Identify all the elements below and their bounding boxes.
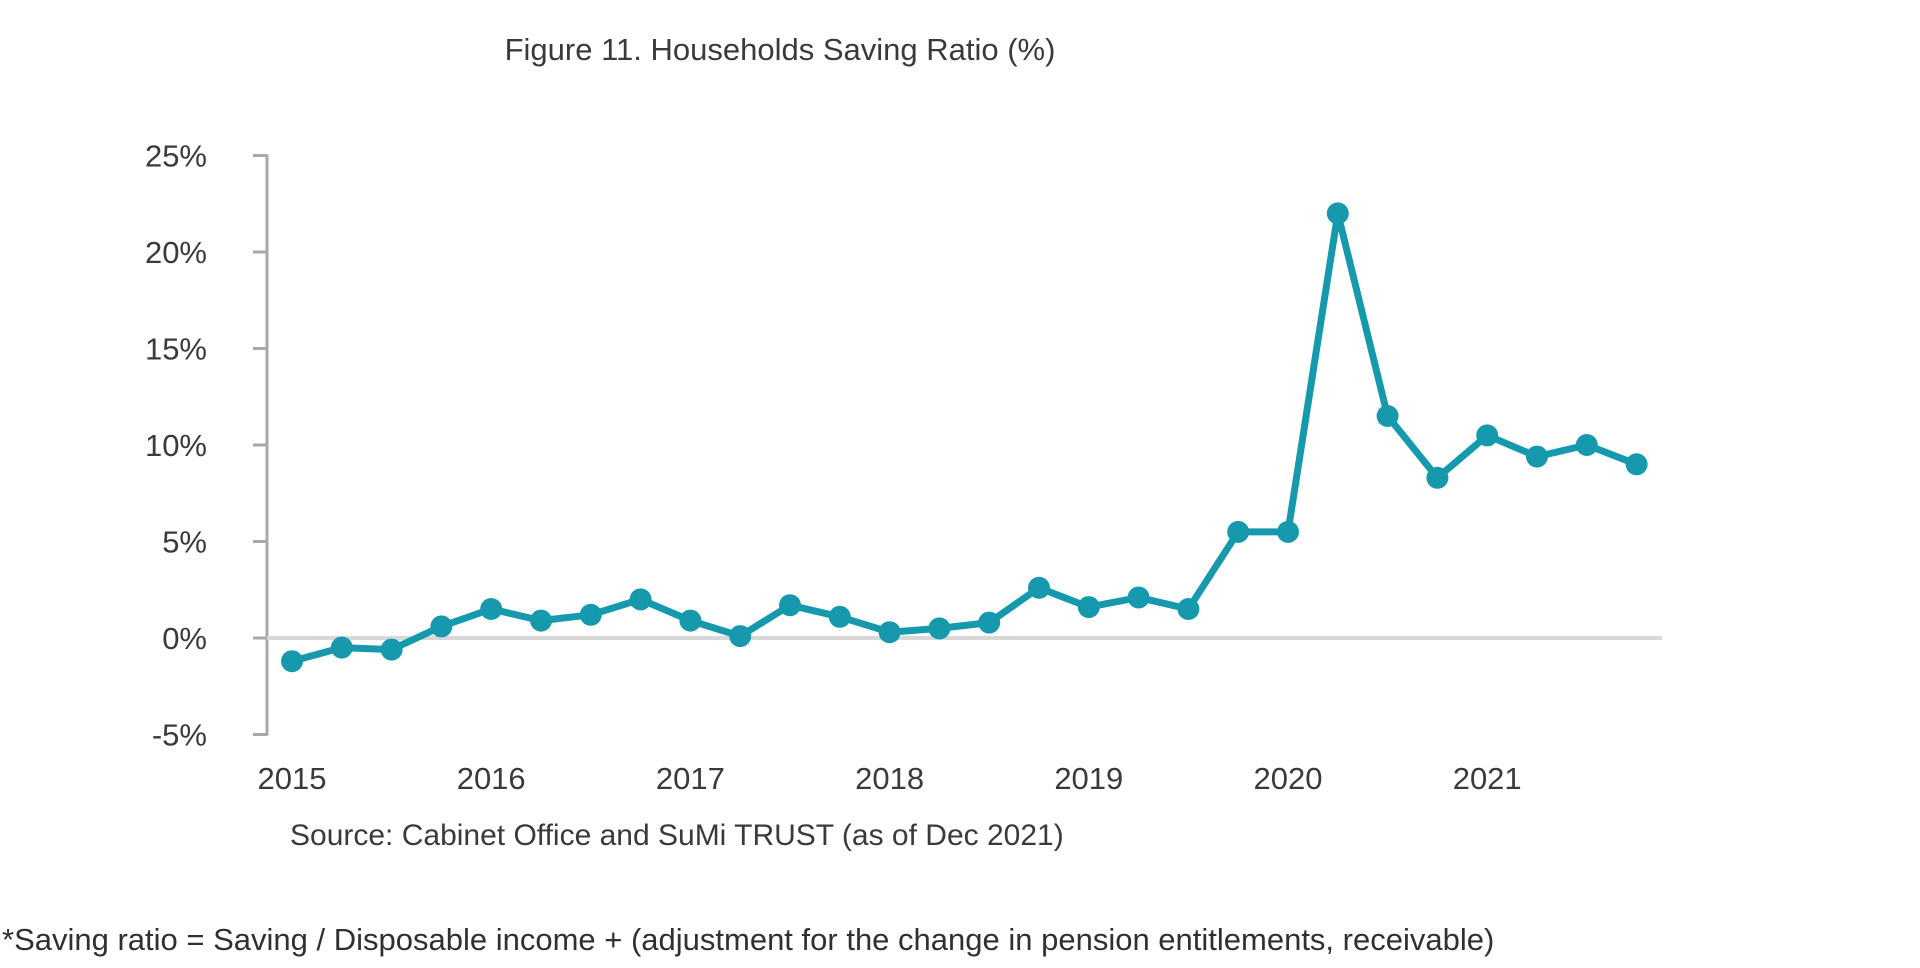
data-point [579,603,602,626]
data-point [1575,434,1598,456]
data-point [928,617,951,640]
data-point [380,638,403,661]
x-axis: 2015 2016 2017 2018 2019 2020 2021 [258,761,1522,796]
x-tick-label: 2018 [855,761,924,796]
data-point [480,598,503,620]
data-point [1227,520,1250,543]
source-caption: Source: Cabinet Office and SuMi TRUST (a… [290,819,1064,852]
y-tick-label: 0% [162,621,207,656]
data-point [1476,424,1499,447]
x-tick-label: 2020 [1254,761,1323,796]
data-point [629,588,652,611]
data-point [1177,598,1200,620]
data-point [729,625,752,648]
x-tick-label: 2019 [1054,761,1123,796]
y-tick-label: -5% [152,718,207,753]
data-point [978,611,1001,634]
y-tick-label: 20% [145,235,207,270]
chart-title: Figure 11. Households Saving Ratio (%) [505,32,1056,67]
data-point [430,615,453,638]
data-point [1277,520,1299,543]
data-point [1326,202,1349,225]
data-point [1625,453,1648,476]
x-tick-label: 2021 [1453,761,1522,796]
x-tick-label: 2016 [457,761,526,796]
data-point [779,594,801,617]
data-point [679,609,702,632]
y-tick-label: 10% [145,428,207,463]
data-point [530,609,552,632]
data-point [1028,576,1050,599]
data-point [1426,466,1449,489]
series-line [288,209,1641,665]
saving-ratio-series [281,202,1648,673]
footnote: *Saving ratio = Saving / Disposable inco… [2,922,1494,957]
y-tick-label: 25% [145,139,207,174]
y-tick-label: 5% [162,525,207,560]
data-point [330,636,353,659]
y-axis: 25% 20% 15% 10% 5% 0% -5% [145,139,269,753]
x-tick-label: 2015 [258,761,327,796]
data-point [1376,405,1399,427]
data-point [1077,596,1100,619]
data-point [1526,445,1548,468]
data-point [281,650,303,673]
data-point [878,621,901,644]
data-point [1127,586,1150,609]
data-point [828,605,851,628]
x-tick-label: 2017 [656,761,725,796]
y-tick-label: 15% [145,332,207,367]
